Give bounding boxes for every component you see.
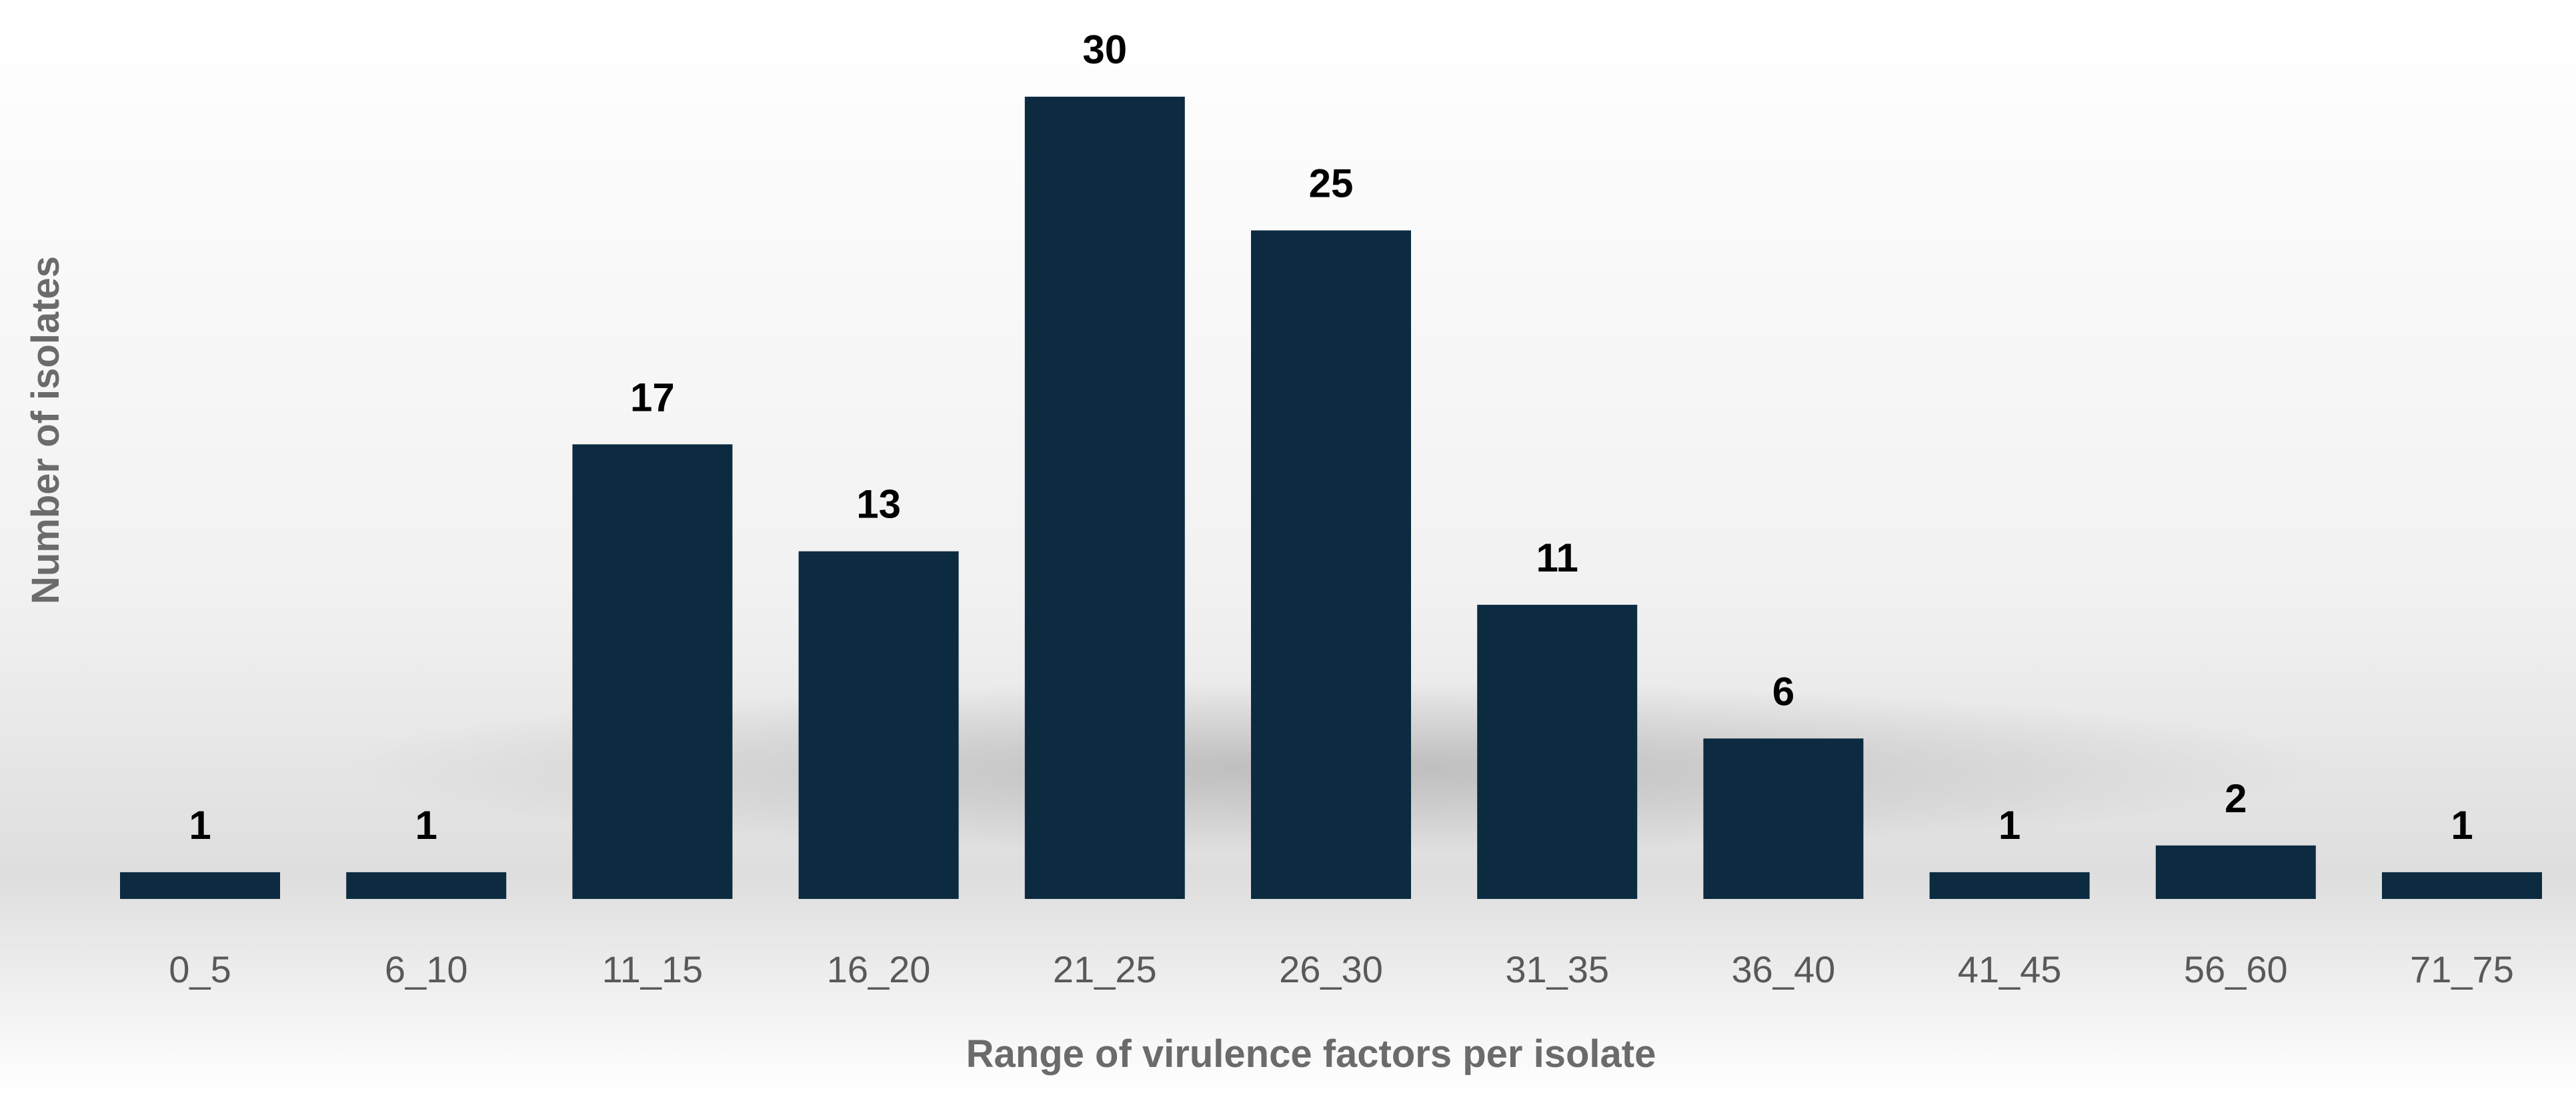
bar-series: [120, 97, 2542, 899]
x-tick-41_45: 41_45: [1958, 948, 2062, 990]
x-tick-36_40: 36_40: [1732, 948, 1836, 990]
bar-16_20: [798, 551, 959, 899]
data-label-11_15: 17: [630, 375, 675, 419]
bar-71_75: [2382, 872, 2542, 899]
bar-11_15: [572, 444, 733, 899]
y-axis-title: Number of isolates: [24, 256, 67, 604]
x-axis-title: Range of virulence factors per isolate: [966, 1032, 1656, 1076]
x-tick-0_5: 0_5: [169, 948, 231, 990]
x-tick-26_30: 26_30: [1279, 948, 1383, 990]
bar-26_30: [1251, 230, 1411, 899]
bar-56_60: [2155, 845, 2316, 899]
bar-21_25: [1024, 97, 1185, 899]
data-label-41_45: 1: [1999, 803, 2021, 848]
data-label-56_60: 2: [2225, 776, 2247, 821]
bar-0_5: [120, 872, 280, 899]
bar-6_10: [346, 872, 507, 899]
x-tick-16_20: 16_20: [827, 948, 931, 990]
data-label-0_5: 1: [189, 803, 211, 848]
data-label-21_25: 30: [1082, 27, 1127, 72]
x-tick-31_35: 31_35: [1505, 948, 1609, 990]
x-tick-21_25: 21_25: [1053, 948, 1157, 990]
x-tick-6_10: 6_10: [385, 948, 468, 990]
data-label-31_35: 11: [1536, 535, 1578, 580]
x-tick-71_75: 71_75: [2410, 948, 2514, 990]
data-label-71_75: 1: [2451, 803, 2473, 848]
bar-31_35: [1477, 604, 1638, 899]
data-label-36_40: 6: [1772, 669, 1794, 714]
x-tick-56_60: 56_60: [2184, 948, 2288, 990]
x-axis-tick-labels: 0_5 6_10 11_15 16_20 21_25 26_30 31_35 36_40 41_…: [169, 948, 2514, 990]
bar-36_40: [1703, 738, 1864, 899]
bar-41_45: [1929, 872, 2090, 899]
x-tick-11_15: 11_15: [602, 948, 704, 990]
data-label-26_30: 25: [1309, 161, 1354, 206]
data-label-6_10: 1: [415, 803, 437, 848]
data-label-16_20: 13: [856, 482, 901, 527]
